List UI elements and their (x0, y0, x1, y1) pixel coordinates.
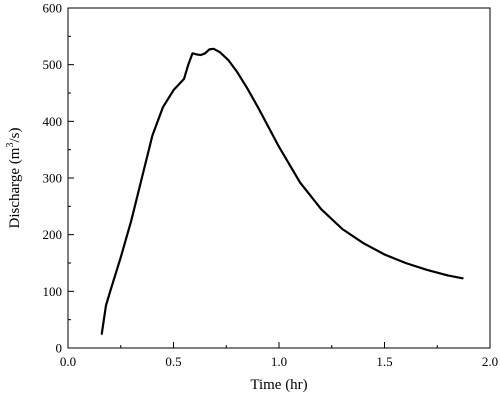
y-tick-label: 200 (43, 227, 63, 242)
x-tick-label: 0.5 (165, 354, 181, 369)
y-tick-label: 0 (56, 341, 63, 356)
y-axis-title-suffix: /s) (7, 128, 23, 143)
x-axis-title: Time (hr) (250, 377, 307, 393)
y-tick-label: 400 (43, 114, 63, 129)
y-tick-label: 500 (43, 57, 63, 72)
y-axis-title-prefix: Discharge (m (7, 147, 23, 228)
x-tick-label: 0.0 (60, 354, 76, 369)
series-line-discharge (100, 47, 464, 335)
y-axis-title: Discharge (m3/s) (5, 128, 23, 229)
y-tick-label: 600 (43, 1, 63, 16)
y-tick-label: 300 (43, 171, 63, 186)
x-tick-label: 1.0 (271, 354, 287, 369)
y-axis-title-superscript: 3 (5, 143, 16, 148)
plot-frame (67, 7, 491, 349)
y-tick-label: 100 (43, 284, 63, 299)
x-tick-label: 1.5 (376, 354, 392, 369)
ticks-layer: 0.0 0.5 1.0 1.5 2.0 0 100 200 300 400 500 600 (43, 1, 499, 370)
x-tick-label: 2.0 (482, 354, 498, 369)
